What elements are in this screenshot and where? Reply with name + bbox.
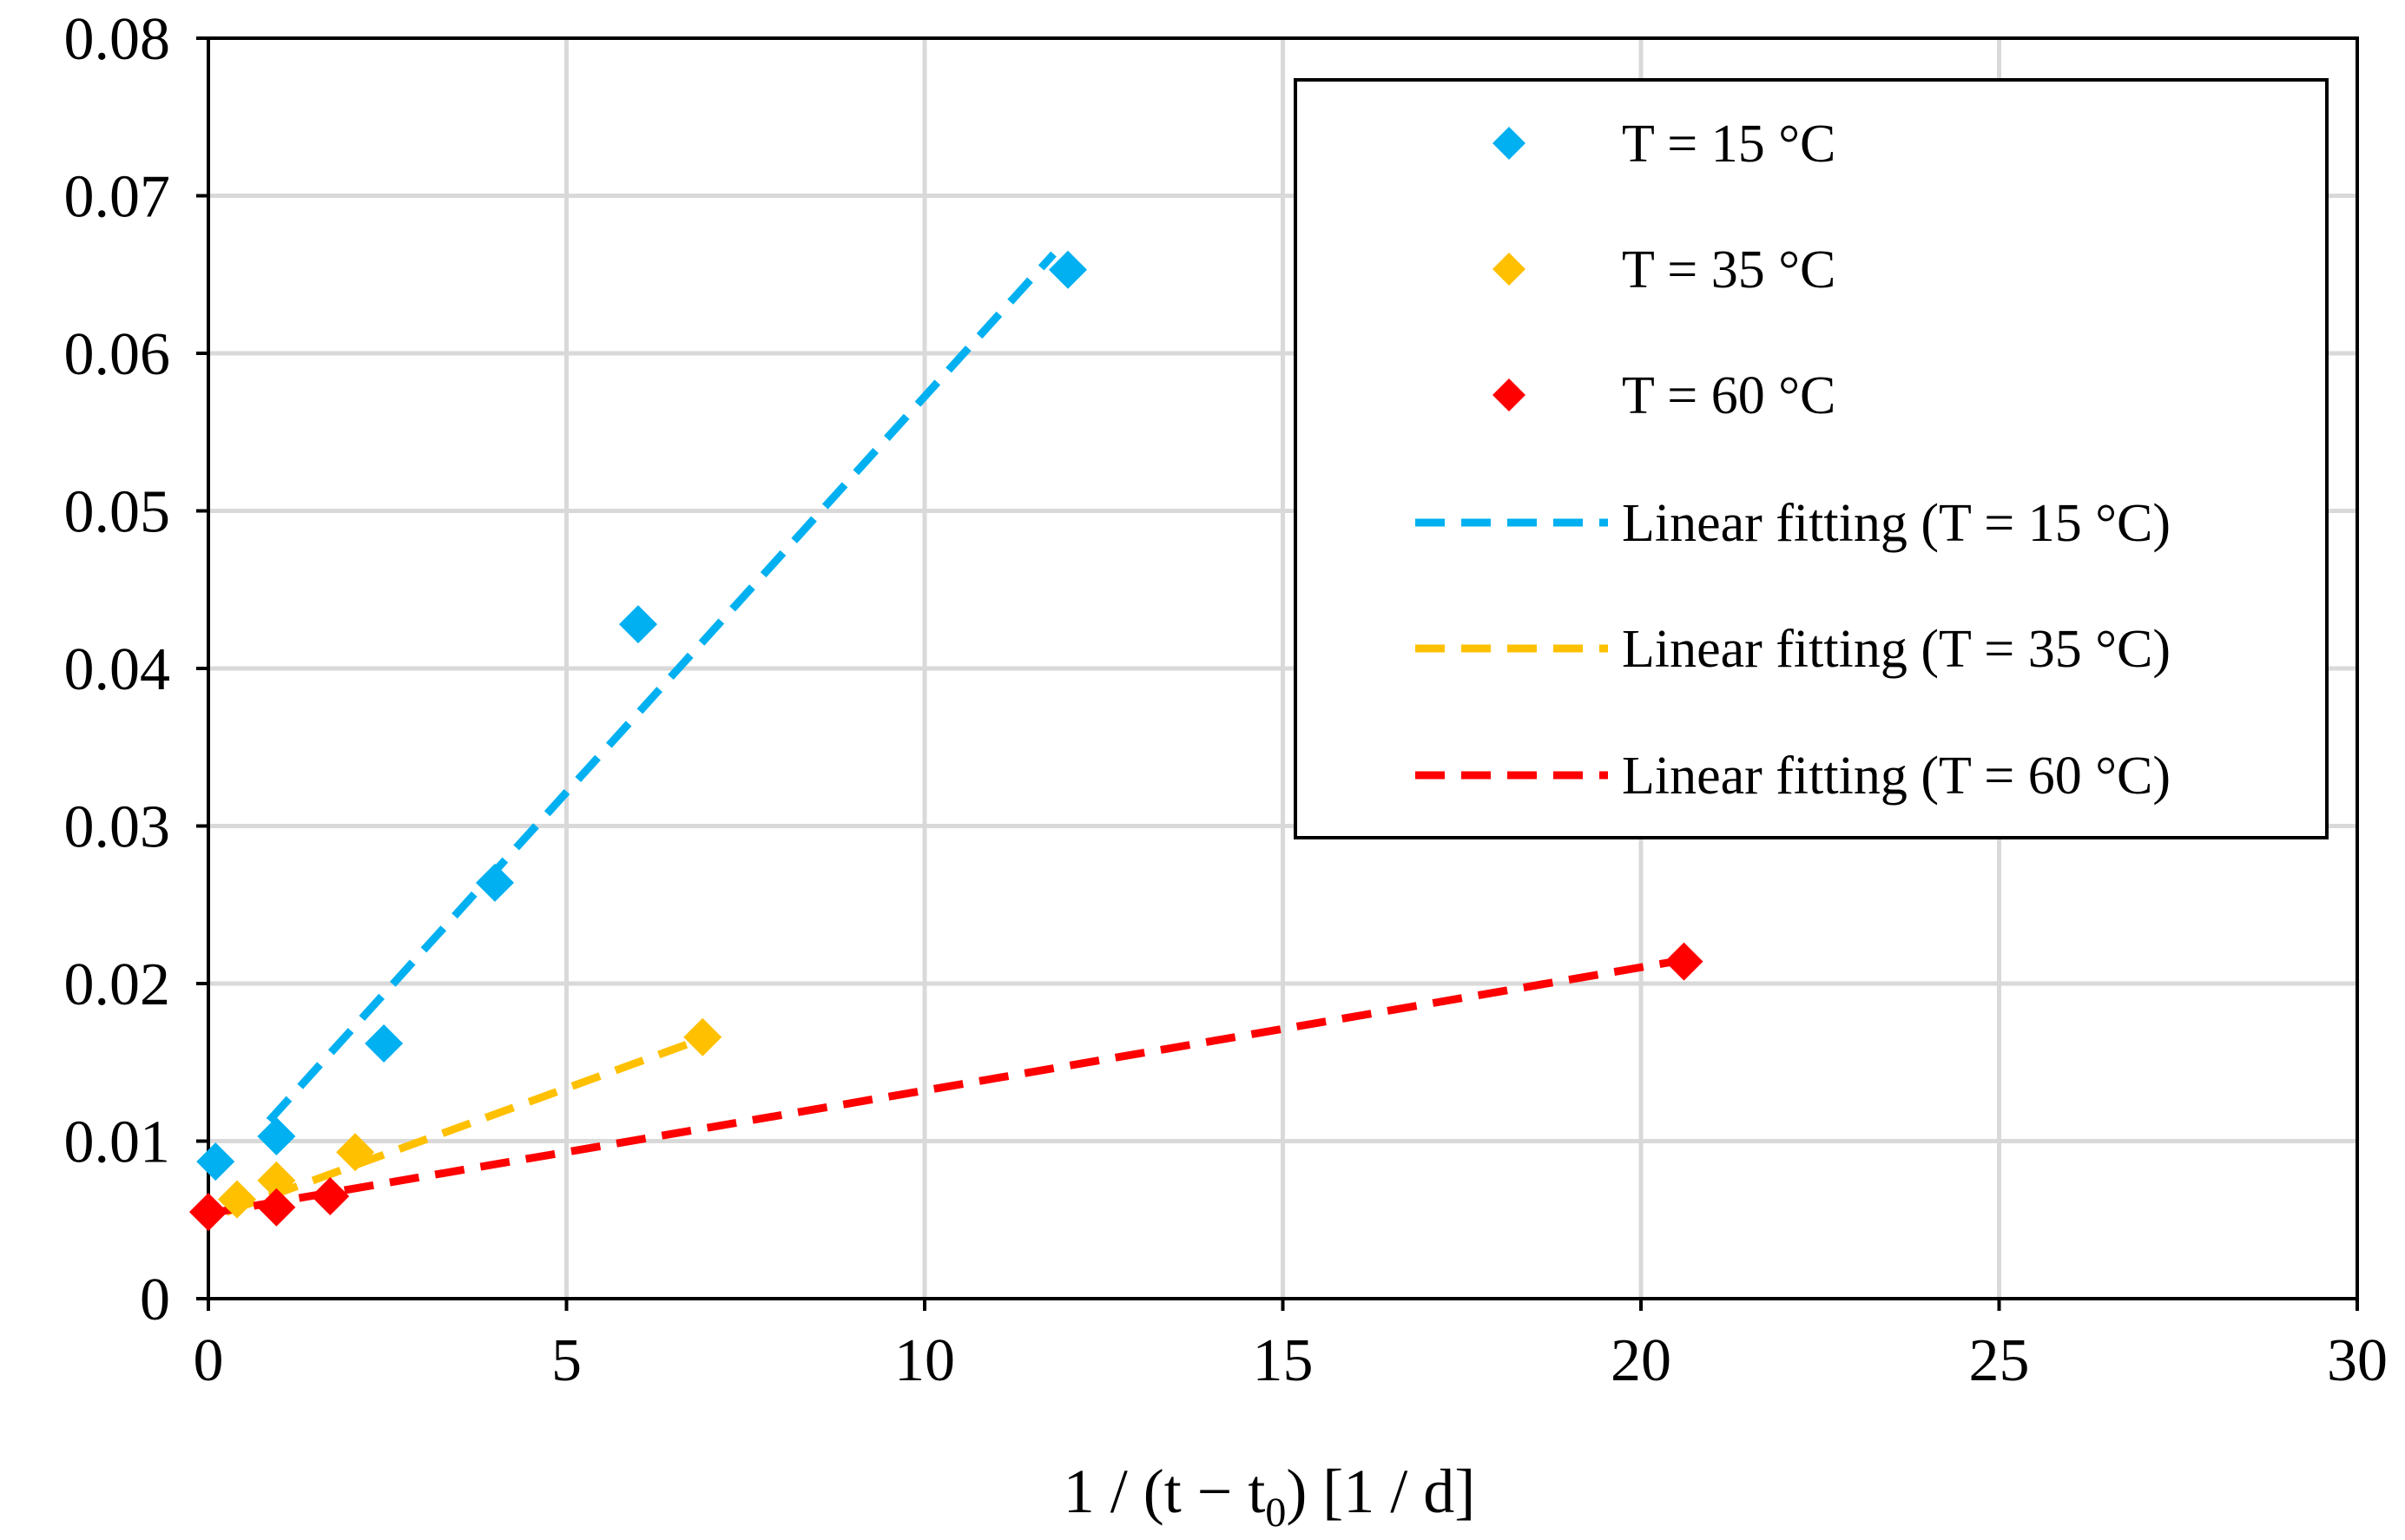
x-tick-label: 30: [2327, 1327, 2388, 1394]
y-tick-label: 0.06: [64, 321, 171, 388]
x-axis-title-suffix: ) [1 / d]: [1286, 1457, 1475, 1526]
legend: T = 15 °C T = 35 °C T = 60 °C Linear fittin…: [1294, 78, 2329, 839]
legend-marker-icon: [1492, 378, 1525, 411]
data-point-marker: [1664, 942, 1703, 981]
x-tick-label: 0: [194, 1327, 224, 1394]
data-point-marker: [257, 1161, 296, 1200]
fit-line: [208, 956, 1685, 1218]
data-point-marker: [218, 1180, 256, 1219]
legend-marker-icon: [1492, 253, 1525, 286]
y-tick-label: 0: [140, 1267, 170, 1333]
data-point-marker: [257, 1117, 296, 1156]
x-axis-title: 1 / (t − t0) [1 / d]: [1064, 1457, 1476, 1536]
data-point-marker: [189, 1193, 227, 1232]
y-tick-label: 0.07: [64, 164, 171, 231]
legend-box: [1294, 78, 2329, 839]
y-tick-label: 0.03: [64, 794, 171, 861]
data-point-marker: [1049, 250, 1087, 289]
legend-label: Linear fitting (T = 35 °C): [1622, 620, 2171, 679]
legend-marker-icon: [1492, 127, 1525, 160]
legend-label: T = 60 °C: [1622, 366, 1835, 425]
y-tick-label: 0.05: [64, 479, 171, 546]
fit-line: [266, 251, 1057, 1123]
data-point-marker: [365, 1023, 404, 1063]
data-point-marker: [336, 1133, 375, 1172]
legend-label: Linear fitting (T = 15 °C): [1622, 494, 2171, 553]
x-tick-label: 20: [1611, 1327, 1671, 1394]
x-tick-label: 25: [1969, 1327, 2030, 1394]
x-axis-title-subscript: 0: [1265, 1490, 1286, 1536]
data-point-marker: [257, 1188, 296, 1227]
y-tick-label: 0.04: [64, 636, 171, 703]
x-tick-label: 10: [894, 1327, 955, 1394]
fit-line: [225, 1035, 704, 1216]
x-axis-title-main: 1 / (t − t: [1064, 1457, 1266, 1526]
data-point-marker: [683, 1017, 722, 1056]
data-point-marker: [196, 1142, 235, 1181]
data-point-marker: [619, 605, 657, 644]
y-tick-label: 0.08: [64, 6, 171, 73]
data-point-marker: [311, 1177, 350, 1216]
legend-label: Linear fitting (T = 60 °C): [1622, 747, 2171, 806]
x-tick-label: 15: [1253, 1327, 1314, 1394]
y-tick-label: 0.02: [64, 951, 171, 1018]
series-layer: [189, 250, 1703, 1232]
y-tick-label: 0.01: [64, 1109, 171, 1176]
x-tick-label: 5: [551, 1327, 582, 1394]
data-point-marker: [476, 863, 514, 902]
y-axis-ticks: 0 0.01 0.02 0.03 0.04 0.05 0.06 0.07 0.08: [64, 6, 208, 1333]
x-axis-ticks: 0 5 10 15 20 25 30: [194, 1299, 2388, 1394]
legend-label: T = 15 °C: [1622, 115, 1835, 174]
legend-label: T = 35 °C: [1622, 240, 1835, 299]
